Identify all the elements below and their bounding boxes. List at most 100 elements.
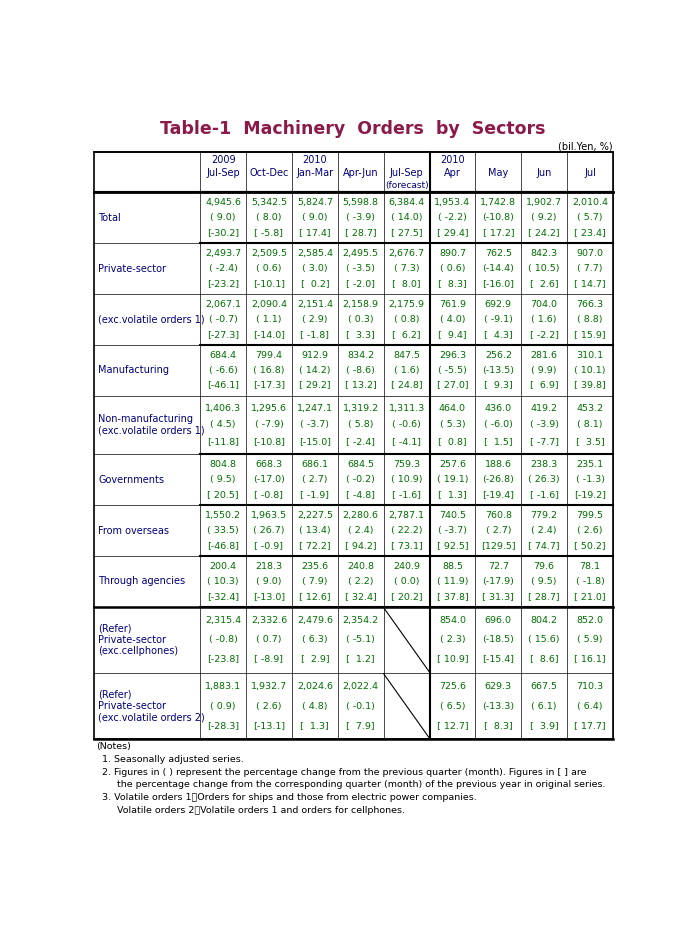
Text: [  9.4]: [ 9.4] bbox=[438, 329, 466, 339]
Text: 2,676.7: 2,676.7 bbox=[389, 249, 424, 258]
Text: 804.8: 804.8 bbox=[210, 461, 237, 470]
Text: Through agencies: Through agencies bbox=[98, 577, 185, 587]
Text: ( 3.0): ( 3.0) bbox=[302, 264, 327, 273]
Text: 2,227.5: 2,227.5 bbox=[297, 511, 333, 520]
Text: [  8.0]: [ 8.0] bbox=[392, 279, 421, 287]
Text: (-26.8): (-26.8) bbox=[482, 475, 514, 484]
Text: ( 8.0): ( 8.0) bbox=[256, 213, 282, 222]
Text: 1,295.6: 1,295.6 bbox=[251, 403, 287, 413]
Text: ( 15.6): ( 15.6) bbox=[528, 636, 560, 644]
Text: 2,022.4: 2,022.4 bbox=[343, 682, 378, 692]
Text: [-19.2]: [-19.2] bbox=[574, 490, 606, 499]
Text: [ -1.6]: [ -1.6] bbox=[530, 490, 559, 499]
Text: Jul-Sep: Jul-Sep bbox=[206, 168, 240, 178]
Text: Jul: Jul bbox=[584, 168, 596, 178]
Text: the percentage change from the corresponding quarter (month) of the previous yea: the percentage change from the correspon… bbox=[96, 781, 605, 789]
Text: 3. Volatile orders 1：Orders for ships and those from electric power companies.: 3. Volatile orders 1：Orders for ships an… bbox=[96, 793, 477, 802]
Text: (exc.volatile orders 1): (exc.volatile orders 1) bbox=[98, 314, 204, 325]
Text: Table-1  Machinery  Orders  by  Sectors: Table-1 Machinery Orders by Sectors bbox=[160, 120, 546, 139]
Text: [ 20.5]: [ 20.5] bbox=[207, 490, 239, 499]
Text: [ -7.7]: [ -7.7] bbox=[530, 437, 559, 446]
Text: [-15.0]: [-15.0] bbox=[299, 437, 331, 446]
Text: Apr-Jun: Apr-Jun bbox=[343, 168, 378, 178]
Text: [ 29.4]: [ 29.4] bbox=[437, 228, 469, 237]
Text: [ 72.2]: [ 72.2] bbox=[299, 541, 331, 549]
Text: ( -1.3): ( -1.3) bbox=[576, 475, 605, 484]
Text: [ 28.7]: [ 28.7] bbox=[528, 592, 560, 601]
Text: 2. Figures in ( ) represent the percentage change from the previous quarter (mon: 2. Figures in ( ) represent the percenta… bbox=[96, 768, 587, 777]
Text: [-19.4]: [-19.4] bbox=[482, 490, 515, 499]
Text: 78.1: 78.1 bbox=[579, 563, 601, 571]
Text: ( -5.1): ( -5.1) bbox=[346, 636, 375, 644]
Text: Jan-Mar: Jan-Mar bbox=[297, 168, 334, 178]
Text: 2,175.9: 2,175.9 bbox=[389, 300, 424, 309]
Text: ( 11.9): ( 11.9) bbox=[437, 577, 469, 586]
Text: 419.2: 419.2 bbox=[530, 403, 558, 413]
Text: 2,493.7: 2,493.7 bbox=[205, 249, 241, 258]
Text: 436.0: 436.0 bbox=[485, 403, 512, 413]
Text: ( 14.0): ( 14.0) bbox=[391, 213, 422, 222]
Text: ( 1.6): ( 1.6) bbox=[394, 366, 420, 374]
Text: [ 50.2]: [ 50.2] bbox=[574, 541, 606, 549]
Text: 453.2: 453.2 bbox=[577, 403, 603, 413]
Text: ( 2.7): ( 2.7) bbox=[302, 475, 327, 484]
Text: ( 2.6): ( 2.6) bbox=[256, 702, 282, 710]
Text: 235.6: 235.6 bbox=[301, 563, 328, 571]
Text: [-16.0]: [-16.0] bbox=[482, 279, 515, 287]
Text: [  7.9]: [ 7.9] bbox=[347, 721, 375, 730]
Text: ( -3.7): ( -3.7) bbox=[301, 420, 330, 430]
Text: [ -1.9]: [ -1.9] bbox=[301, 490, 330, 499]
Text: 2010: 2010 bbox=[303, 155, 327, 166]
Text: ( 0.3): ( 0.3) bbox=[348, 314, 374, 324]
Text: Private-sector: Private-sector bbox=[98, 264, 166, 273]
Text: [-13.1]: [-13.1] bbox=[253, 721, 285, 730]
Text: Private-sector: Private-sector bbox=[98, 635, 166, 645]
Text: ( 2.4): ( 2.4) bbox=[531, 526, 557, 535]
Text: 2,479.6: 2,479.6 bbox=[297, 616, 333, 625]
Text: 854.0: 854.0 bbox=[439, 616, 466, 625]
Text: ( 8.8): ( 8.8) bbox=[577, 314, 603, 324]
Text: 2,067.1: 2,067.1 bbox=[205, 300, 241, 309]
Text: (bil.Yen, %): (bil.Yen, %) bbox=[559, 141, 613, 152]
Text: ( 9.5): ( 9.5) bbox=[211, 475, 236, 484]
Text: (exc.cellphones): (exc.cellphones) bbox=[98, 646, 178, 656]
Text: [-10.8]: [-10.8] bbox=[253, 437, 285, 446]
Text: 740.5: 740.5 bbox=[439, 511, 466, 520]
Text: 1,247.1: 1,247.1 bbox=[297, 403, 333, 413]
Text: 799.4: 799.4 bbox=[255, 351, 283, 360]
Text: ( 6.4): ( 6.4) bbox=[577, 702, 603, 710]
Text: ( 8.1): ( 8.1) bbox=[577, 420, 603, 430]
Text: ( -2.4): ( -2.4) bbox=[208, 264, 237, 273]
Text: 725.6: 725.6 bbox=[439, 682, 466, 692]
Text: [-23.8]: [-23.8] bbox=[207, 654, 239, 664]
Text: (exc.volatile orders 1): (exc.volatile orders 1) bbox=[98, 426, 204, 435]
Text: [-46.1]: [-46.1] bbox=[207, 381, 239, 389]
Text: ( -0.1): ( -0.1) bbox=[346, 702, 375, 710]
Text: ( 33.5): ( 33.5) bbox=[207, 526, 239, 535]
Text: [  1.5]: [ 1.5] bbox=[484, 437, 513, 446]
Text: [ 17.4]: [ 17.4] bbox=[299, 228, 331, 237]
Text: 238.3: 238.3 bbox=[530, 461, 558, 470]
Text: ( 4.8): ( 4.8) bbox=[302, 702, 327, 710]
Text: [-10.1]: [-10.1] bbox=[253, 279, 285, 287]
Text: ( 5.8): ( 5.8) bbox=[348, 420, 374, 430]
Text: ( -0.2): ( -0.2) bbox=[346, 475, 375, 484]
Text: ( -0.6): ( -0.6) bbox=[392, 420, 421, 430]
Text: [  2.9]: [ 2.9] bbox=[301, 654, 329, 664]
Text: [ 16.1]: [ 16.1] bbox=[574, 654, 606, 664]
Text: 1,953.4: 1,953.4 bbox=[434, 198, 471, 208]
Text: [ -2.4]: [ -2.4] bbox=[346, 437, 375, 446]
Text: (Notes): (Notes) bbox=[96, 742, 131, 752]
Text: (forecast): (forecast) bbox=[385, 181, 429, 190]
Text: 684.5: 684.5 bbox=[347, 461, 374, 470]
Text: [ 94.2]: [ 94.2] bbox=[345, 541, 376, 549]
Text: 766.3: 766.3 bbox=[577, 300, 603, 309]
Text: [-27.3]: [-27.3] bbox=[207, 329, 239, 339]
Text: Non-manufacturing: Non-manufacturing bbox=[98, 415, 193, 424]
Text: 5,342.5: 5,342.5 bbox=[251, 198, 287, 208]
Text: ( 2.4): ( 2.4) bbox=[348, 526, 374, 535]
Text: [ 24.8]: [ 24.8] bbox=[391, 381, 422, 389]
Text: [-23.2]: [-23.2] bbox=[207, 279, 239, 287]
Text: 1,406.3: 1,406.3 bbox=[205, 403, 241, 413]
Text: ( 9.9): ( 9.9) bbox=[531, 366, 557, 374]
